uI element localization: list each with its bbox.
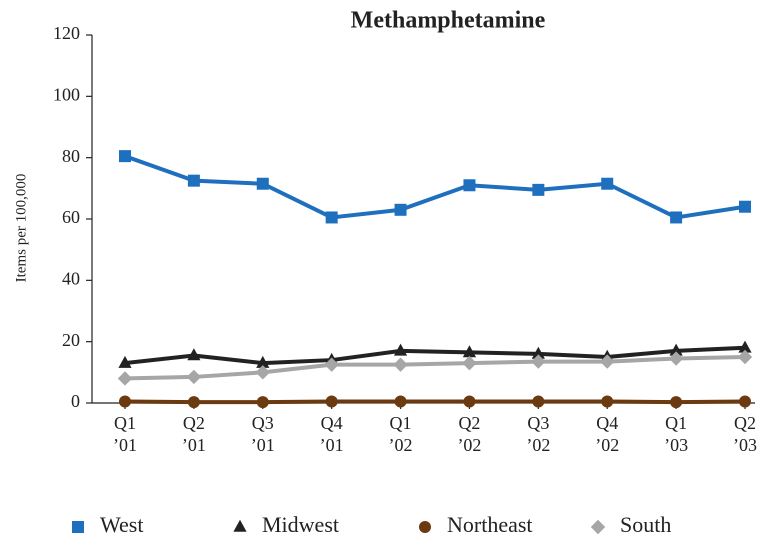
y-axis-label: Items per 100,000 [13, 174, 29, 283]
marker [255, 365, 270, 380]
marker [119, 395, 131, 408]
marker [187, 348, 201, 361]
marker [393, 357, 408, 372]
legend-label: West [100, 512, 143, 537]
y-tick-label: 100 [53, 84, 80, 104]
marker [394, 395, 407, 408]
marker [668, 351, 684, 366]
legend-marker [419, 521, 431, 533]
marker [119, 150, 131, 163]
marker [256, 355, 270, 368]
marker [601, 395, 614, 408]
y-tick-label: 120 [53, 23, 80, 43]
x-tick-label: Q3’02 [526, 413, 550, 455]
legend-label: South [620, 512, 671, 537]
marker [670, 211, 683, 224]
x-tick-label: Q4’02 [595, 413, 619, 455]
y-tick-label: 60 [62, 207, 80, 227]
marker [186, 369, 202, 385]
legend-marker [590, 519, 606, 535]
x-tick-label: Q3’01 [251, 413, 275, 455]
marker [670, 396, 683, 409]
marker [463, 395, 476, 408]
x-tick-label: Q2’01 [182, 413, 206, 455]
marker [463, 179, 476, 192]
marker [256, 396, 269, 409]
marker [462, 345, 477, 358]
y-tick-label: 80 [62, 146, 80, 166]
series-line [124, 154, 746, 220]
marker [737, 349, 753, 365]
series-line [124, 355, 746, 381]
marker [394, 203, 407, 216]
marker [256, 177, 269, 190]
marker [669, 343, 683, 356]
legend-marker [233, 519, 247, 532]
y-tick-label: 20 [62, 330, 80, 350]
marker [601, 177, 614, 190]
chart-title: Methamphetamine [351, 8, 546, 34]
marker [739, 200, 751, 213]
series-line [124, 345, 746, 366]
legend-marker [72, 521, 84, 533]
x-tick-label: Q2’03 [733, 413, 757, 455]
marker [393, 343, 408, 356]
x-tick-label: Q4’01 [320, 413, 344, 455]
marker [531, 354, 546, 369]
marker [532, 395, 545, 408]
legend-label: Northeast [447, 512, 533, 537]
y-tick-label: 0 [71, 391, 80, 411]
series-line [124, 399, 746, 405]
marker [187, 174, 200, 187]
legend-label: Midwest [262, 512, 339, 537]
marker [531, 346, 545, 359]
x-tick-label: Q1’03 [664, 413, 688, 455]
marker [187, 396, 200, 409]
marker [739, 395, 751, 408]
x-tick-label: Q1’02 [389, 413, 413, 455]
marker [462, 355, 477, 371]
y-tick-label: 40 [62, 268, 80, 288]
marker [324, 357, 339, 372]
marker [325, 395, 338, 408]
x-tick-label: Q2’02 [457, 413, 481, 455]
marker [532, 183, 545, 196]
marker [118, 355, 132, 368]
marker [117, 371, 133, 386]
marker [325, 211, 338, 224]
marker [738, 340, 752, 353]
marker [600, 354, 615, 369]
x-tick-label: Q1’01 [113, 413, 137, 455]
